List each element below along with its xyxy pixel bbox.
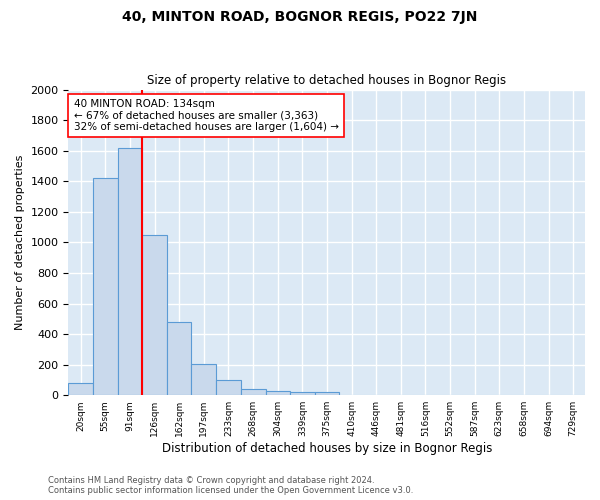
- Y-axis label: Number of detached properties: Number of detached properties: [15, 154, 25, 330]
- Bar: [290, 392, 315, 395]
- Bar: [241, 389, 266, 395]
- Text: Contains HM Land Registry data © Crown copyright and database right 2024.
Contai: Contains HM Land Registry data © Crown c…: [48, 476, 413, 495]
- X-axis label: Distribution of detached houses by size in Bognor Regis: Distribution of detached houses by size …: [161, 442, 492, 455]
- Bar: [191, 364, 216, 395]
- Bar: [142, 234, 167, 395]
- Text: 40, MINTON ROAD, BOGNOR REGIS, PO22 7JN: 40, MINTON ROAD, BOGNOR REGIS, PO22 7JN: [122, 10, 478, 24]
- Bar: [68, 383, 93, 395]
- Bar: [118, 148, 142, 395]
- Title: Size of property relative to detached houses in Bognor Regis: Size of property relative to detached ho…: [147, 74, 506, 87]
- Bar: [216, 380, 241, 395]
- Bar: [167, 322, 191, 395]
- Text: 40 MINTON ROAD: 134sqm
← 67% of detached houses are smaller (3,363)
32% of semi-: 40 MINTON ROAD: 134sqm ← 67% of detached…: [74, 98, 338, 132]
- Bar: [315, 392, 339, 395]
- Bar: [93, 178, 118, 395]
- Bar: [266, 390, 290, 395]
